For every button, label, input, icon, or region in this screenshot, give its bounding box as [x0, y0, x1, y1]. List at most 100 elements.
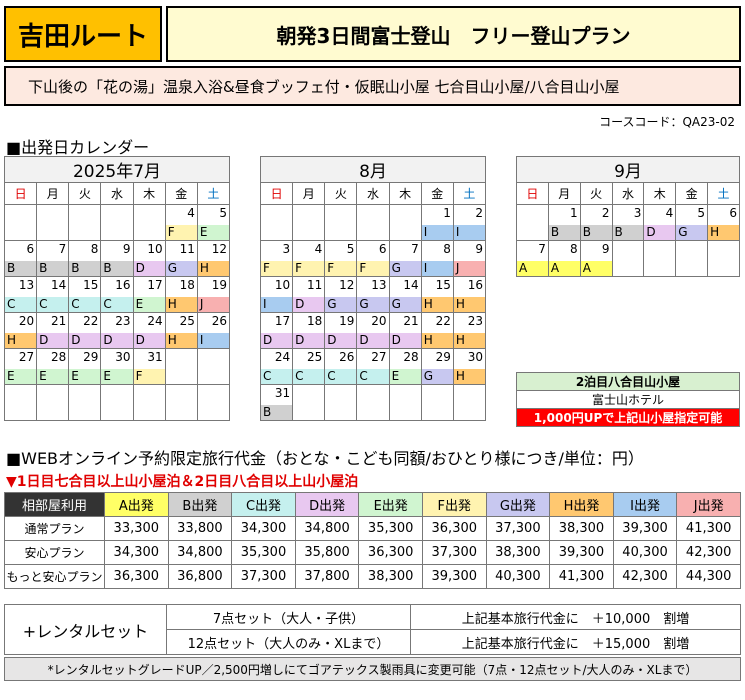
calendar-day[interactable]: 27 C — [356, 348, 390, 385]
grade-label: G — [421, 369, 453, 384]
calendar-day[interactable]: 23 D — [100, 312, 134, 349]
grade-label: C — [101, 297, 133, 312]
calendar-day[interactable]: 21 D — [388, 312, 422, 349]
price-cell: 42,300 — [612, 564, 678, 589]
calendar-day[interactable]: 22 H — [420, 312, 454, 349]
day-number: 6 — [378, 242, 387, 256]
calendar-day — [100, 204, 134, 241]
calendar-day[interactable]: 18 H — [164, 276, 198, 313]
calendar-day[interactable]: 27 E — [3, 348, 38, 385]
day-number: 6 — [26, 242, 35, 256]
price-corner: 相部屋利用 — [4, 492, 105, 517]
calendar-day[interactable]: 17 D — [259, 312, 294, 349]
calendar-day[interactable]: 21 D — [36, 312, 70, 349]
price-cell: 39,300 — [421, 564, 487, 589]
calendar-day[interactable]: 31 B — [259, 384, 294, 421]
calendar-day[interactable]: 11 G — [164, 240, 198, 277]
grade-label: H — [708, 225, 739, 240]
price-cell: 37,800 — [294, 564, 360, 589]
calendar-day[interactable]: 13 G — [356, 276, 390, 313]
price-row-name: 通常プラン — [4, 516, 105, 541]
price-column-header: J出発 — [676, 492, 741, 517]
calendar-day[interactable]: 20 H — [3, 312, 38, 349]
calendar-day[interactable]: 14 G — [388, 276, 422, 313]
calendar-day[interactable]: 11 D — [292, 276, 326, 313]
calendar-day[interactable]: 28 E — [36, 348, 70, 385]
calendar-day[interactable]: 24 C — [259, 348, 294, 385]
calendar-september: 9月日月火水木金土 1 B 2 B 3 B 4 D 5 G 6 H 7 A 8 A 9 A — [516, 156, 740, 277]
weekday-header: 木 — [643, 182, 677, 205]
calendar-day[interactable]: 20 D — [356, 312, 390, 349]
calendar-day[interactable]: 15 H — [420, 276, 454, 313]
calendar-day[interactable]: 10 I — [259, 276, 294, 313]
weekday-header: 金 — [675, 182, 709, 205]
calendar-day[interactable]: 18 D — [292, 312, 326, 349]
day-number: 5 — [219, 206, 227, 220]
calendar-day[interactable]: 16 H — [452, 276, 487, 313]
calendar-day[interactable]: 12 H — [196, 240, 231, 277]
calendar-day[interactable]: 26 C — [324, 348, 358, 385]
calendar-day — [164, 348, 198, 385]
calendar-day[interactable]: 12 G — [324, 276, 358, 313]
calendar-day[interactable]: 16 C — [100, 276, 134, 313]
calendar-day[interactable]: 30 H — [452, 348, 487, 385]
weekday-header: 月 — [292, 182, 326, 205]
calendar-day[interactable]: 29 E — [68, 348, 102, 385]
weekday-header: 金 — [164, 182, 198, 205]
calendar-day[interactable]: 22 D — [68, 312, 102, 349]
calendar-day[interactable]: 31 F — [132, 348, 166, 385]
calendar-day[interactable]: 19 J — [196, 276, 231, 313]
calendar-day[interactable]: 13 C — [3, 276, 38, 313]
day-number: 3 — [282, 242, 291, 256]
price-cell: 34,800 — [167, 540, 233, 565]
calendar-day[interactable]: 30 E — [100, 348, 134, 385]
calendar-day[interactable]: 26 I — [196, 312, 231, 349]
calendar-day[interactable]: 15 C — [68, 276, 102, 313]
calendar-day[interactable]: 17 E — [132, 276, 166, 313]
day-number: 4 — [187, 206, 195, 220]
day-number: 5 — [697, 206, 706, 220]
calendar-day[interactable]: 25 C — [292, 348, 326, 385]
grade-label: B — [261, 405, 293, 420]
day-number: 17 — [274, 314, 291, 328]
calendar-day[interactable]: 10 D — [132, 240, 166, 277]
calendar-day[interactable]: 29 G — [420, 348, 454, 385]
calendar-day[interactable]: 28 E — [388, 348, 422, 385]
calendar-day[interactable]: 14 C — [36, 276, 70, 313]
calendar-day[interactable]: 19 D — [324, 312, 358, 349]
pricing-heading: ■WEBオンライン予約限定旅行代金（おとな・こども同額/おひとり様につき/単位：… — [6, 449, 644, 468]
calendar-day[interactable]: 24 D — [132, 312, 166, 349]
price-column-header: I出発 — [612, 492, 678, 517]
price-cell: 33,800 — [167, 516, 233, 541]
calendar-day[interactable]: 25 H — [164, 312, 198, 349]
grade-label: F — [325, 261, 357, 276]
calendar-day[interactable]: 23 H — [452, 312, 487, 349]
price-cell: 40,300 — [612, 540, 678, 565]
calendar-table: 8月日月火水木金土 1 I 2 I 3 F 4 F 5 F 6 F 7 G 8 I 9 J 10 I 11 D 12 G 13 G 1… — [259, 156, 487, 421]
grade-label: E — [69, 369, 101, 384]
